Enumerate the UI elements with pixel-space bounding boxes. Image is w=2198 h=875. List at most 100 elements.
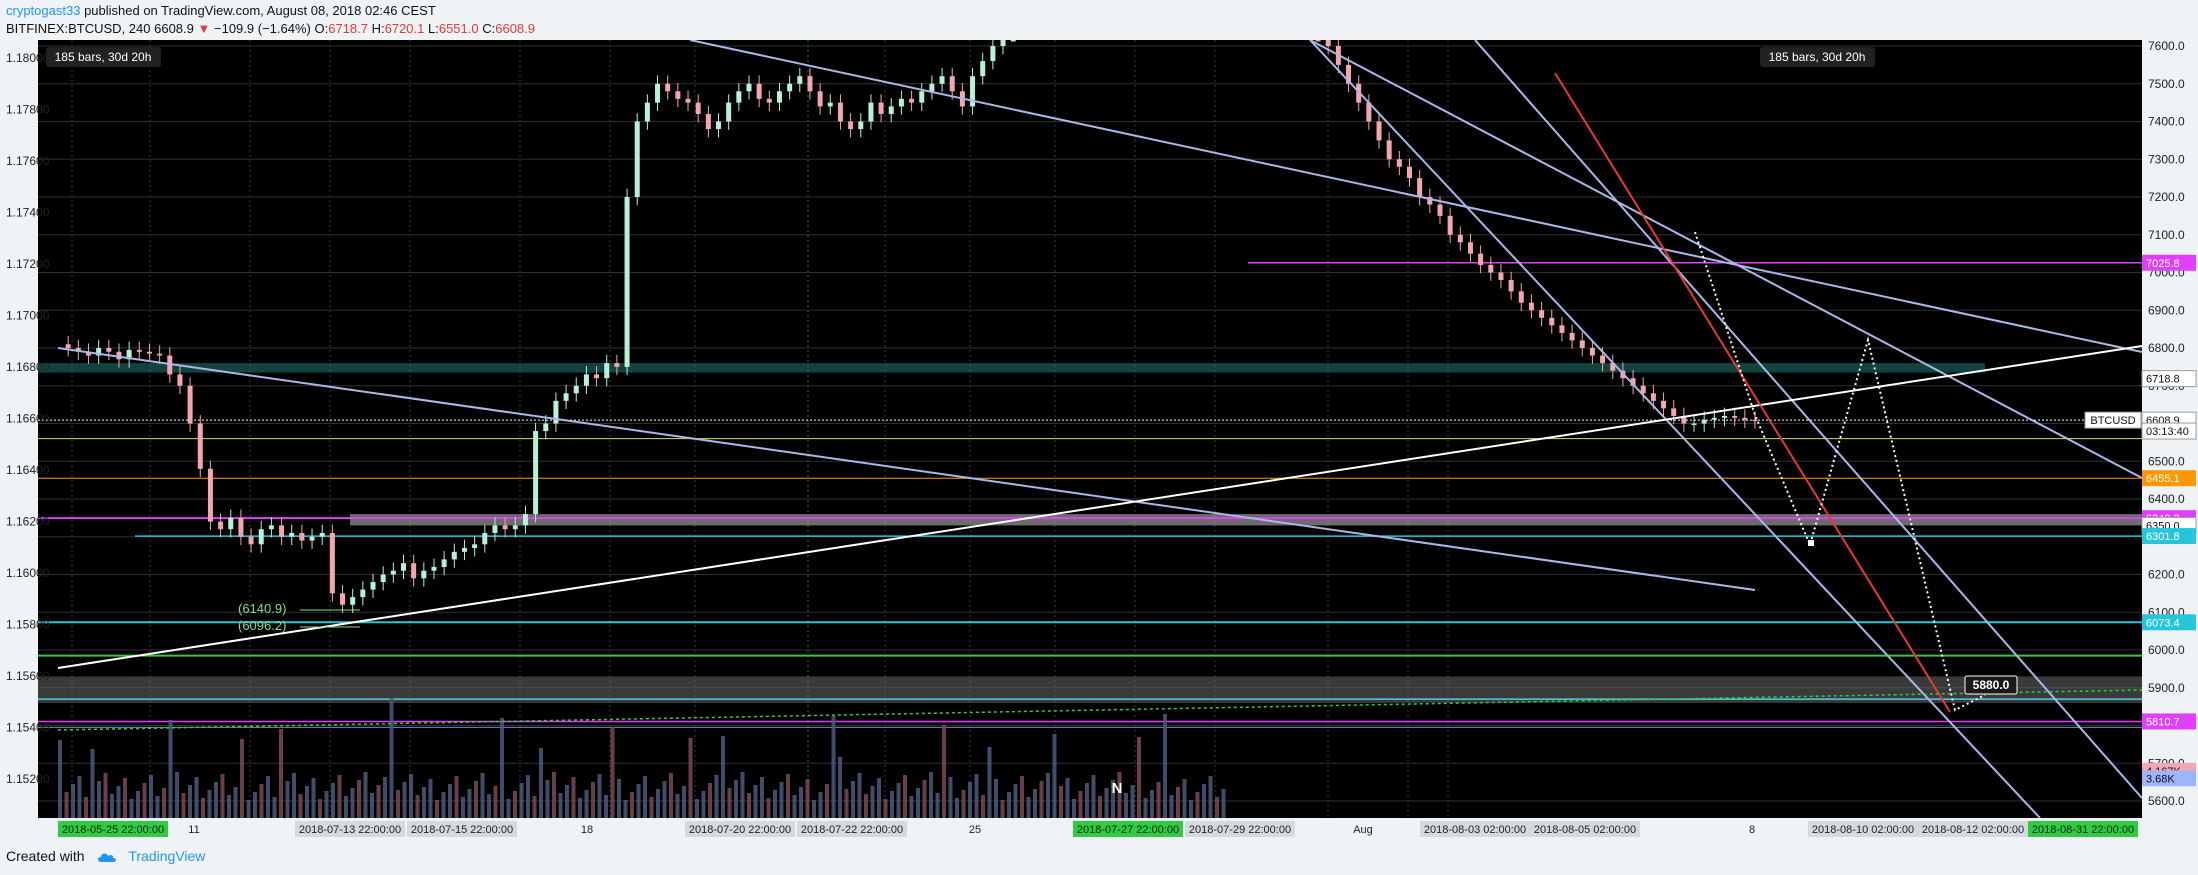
candle-body bbox=[197, 423, 203, 469]
news-marker: N bbox=[1112, 780, 1123, 797]
volume-bar bbox=[688, 738, 693, 818]
candle-body bbox=[116, 351, 122, 360]
volume-bar bbox=[740, 772, 745, 818]
candle-body bbox=[228, 517, 234, 530]
volume-bar bbox=[1098, 796, 1102, 818]
right-axis-tick-label: 6400.0 bbox=[2148, 492, 2185, 506]
candle-body bbox=[218, 521, 224, 530]
volume-bar bbox=[877, 778, 881, 818]
candle-body bbox=[502, 525, 508, 530]
volume-bar bbox=[337, 775, 342, 818]
volume-bar bbox=[929, 772, 933, 818]
volume-bar bbox=[1124, 793, 1128, 818]
volume-bar bbox=[831, 716, 836, 818]
candle-body bbox=[106, 348, 112, 352]
volume-bar bbox=[1189, 800, 1193, 818]
trendline bbox=[689, 40, 2143, 353]
left-axis-tick-label: 1.16000 bbox=[6, 566, 50, 580]
volume-bar bbox=[526, 775, 530, 818]
author-link[interactable]: cryptogast33 bbox=[6, 3, 81, 18]
trendline bbox=[1474, 40, 2143, 799]
volume-bar bbox=[948, 777, 953, 818]
tradingview-link[interactable]: TradingView bbox=[128, 848, 206, 864]
volume-bar bbox=[714, 775, 719, 818]
volume-bar bbox=[1026, 797, 1031, 818]
candle-body bbox=[543, 423, 549, 432]
candle-body bbox=[675, 91, 681, 99]
time-axis-label: 2018-07-15 22:00:00 bbox=[411, 824, 513, 836]
volume-bar bbox=[454, 776, 459, 818]
price-tag-label: 7025.8 bbox=[2146, 258, 2180, 270]
volume-bar bbox=[935, 793, 940, 818]
high-label: H: bbox=[371, 21, 385, 36]
candle-body bbox=[431, 566, 437, 571]
candle-body bbox=[665, 83, 671, 92]
candle-body bbox=[238, 517, 244, 537]
candle-body bbox=[604, 363, 610, 379]
volume-bar bbox=[194, 777, 199, 818]
candle-body bbox=[1610, 363, 1616, 371]
candle-body bbox=[207, 468, 213, 522]
left-axis-tick-label: 1.16600 bbox=[6, 412, 50, 426]
volume-bar bbox=[1156, 782, 1161, 818]
volume-bar bbox=[1169, 795, 1174, 818]
candle-body bbox=[482, 532, 488, 545]
candle-body bbox=[898, 98, 904, 107]
left-axis-tick-label: 1.17400 bbox=[6, 206, 50, 220]
symbol-tag-label: BTCUSD bbox=[2090, 415, 2135, 427]
volume-bar bbox=[240, 739, 244, 818]
candle-body bbox=[289, 532, 295, 537]
candle-body bbox=[167, 355, 173, 375]
low-label: L: bbox=[428, 21, 439, 36]
time-axis-label: 2018-08-31 22:00:00 bbox=[2032, 824, 2134, 836]
price-chart[interactable]: 185 bars, 30d 20h 185 bars, 30d 20h (6140.… bbox=[0, 40, 2198, 840]
volume-bar bbox=[825, 784, 829, 818]
volume-bar bbox=[1150, 790, 1154, 818]
volume-bar bbox=[1130, 785, 1135, 818]
price-tag-label: 6718.8 bbox=[2146, 374, 2180, 386]
candle-body bbox=[1366, 102, 1372, 122]
volume-bar bbox=[480, 773, 485, 818]
volume-bar bbox=[298, 794, 303, 818]
volume-bar bbox=[766, 798, 771, 818]
candle-body bbox=[1447, 215, 1453, 235]
candle-body bbox=[1528, 302, 1534, 311]
volume-bar bbox=[1013, 784, 1018, 818]
candle-body bbox=[1457, 234, 1463, 243]
candle-body bbox=[573, 385, 579, 394]
volume-bar bbox=[136, 791, 140, 818]
volume-bar bbox=[311, 778, 316, 818]
volume-bar bbox=[682, 786, 686, 818]
volume-bar bbox=[805, 779, 810, 818]
candle-body bbox=[1427, 197, 1433, 205]
candle-body bbox=[522, 514, 528, 526]
candle-body bbox=[1742, 417, 1748, 420]
volume-bar bbox=[285, 781, 290, 818]
price-tag bbox=[2142, 713, 2196, 730]
volume-bar bbox=[207, 790, 212, 818]
volume-bar bbox=[942, 725, 946, 818]
volume-bar bbox=[428, 779, 433, 818]
time-label-box bbox=[797, 821, 907, 837]
candle-body bbox=[909, 98, 915, 103]
candle-body bbox=[187, 385, 193, 424]
candle-body bbox=[451, 551, 457, 560]
candle-body bbox=[441, 559, 447, 567]
candle-body bbox=[1488, 264, 1494, 273]
red-trendline bbox=[1554, 72, 1951, 713]
candle-body bbox=[1376, 121, 1382, 141]
volume-bar bbox=[58, 740, 62, 818]
right-axis-tick-label: 7400.0 bbox=[2148, 115, 2185, 129]
candle-body bbox=[1407, 166, 1413, 179]
candle-body bbox=[492, 525, 498, 533]
time-axis-label: 11 bbox=[188, 824, 199, 836]
time-axis-label: 2018-07-13 22:00:00 bbox=[299, 824, 401, 836]
volume-bar bbox=[1007, 792, 1011, 818]
volume-bar bbox=[916, 788, 920, 818]
info-box-right-text: 185 bars, 30d 20h bbox=[1769, 50, 1866, 64]
right-axis-tick-label: 6900.0 bbox=[2148, 303, 2185, 317]
volume-bar bbox=[643, 776, 647, 818]
candle-body bbox=[807, 76, 813, 92]
volume-bar bbox=[331, 783, 335, 818]
time-axis-label: 2018-08-05 02:00:00 bbox=[1534, 824, 1636, 836]
